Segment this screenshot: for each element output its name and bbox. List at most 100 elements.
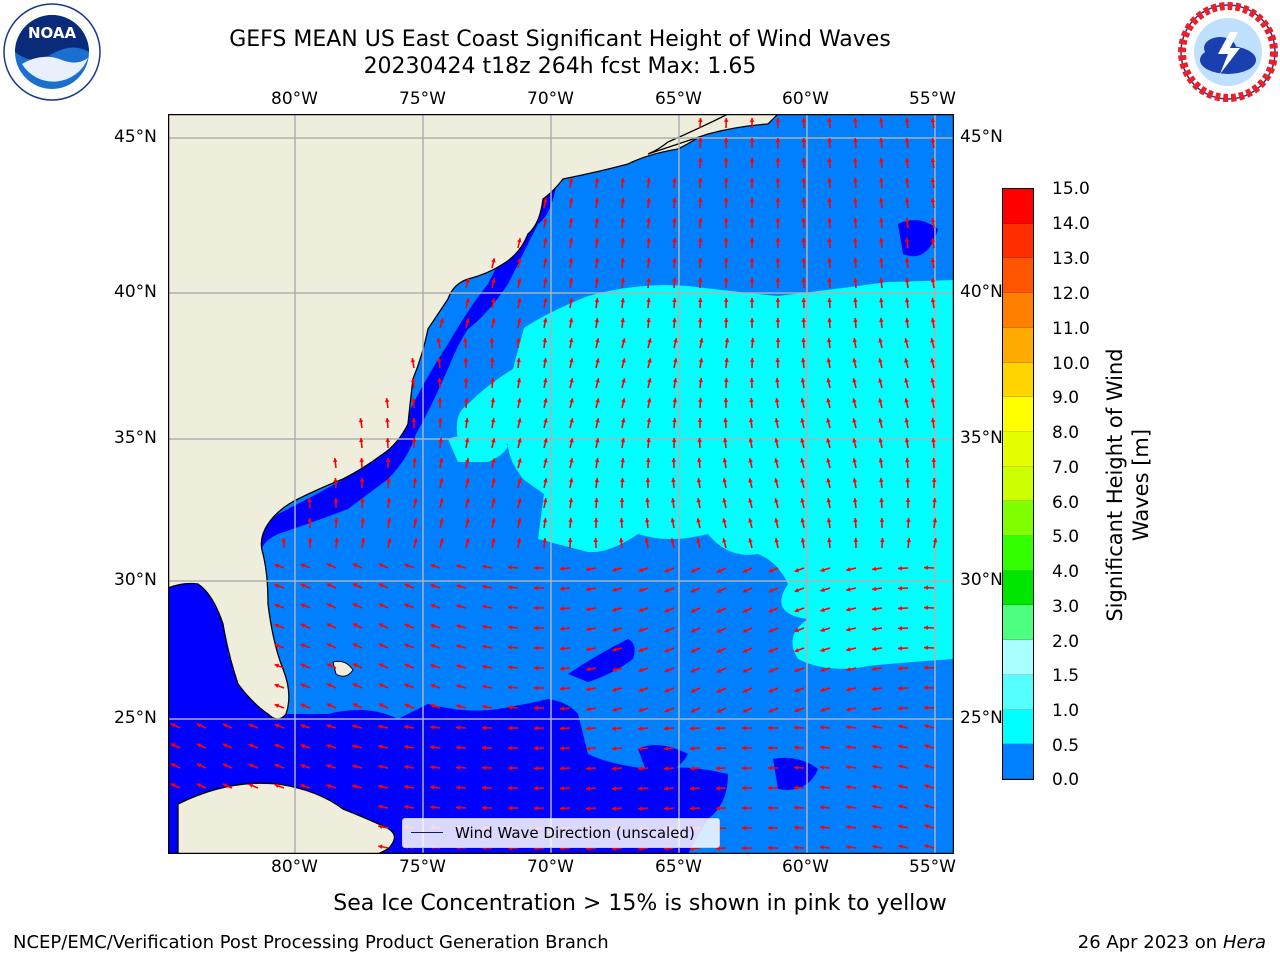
wave-arrow-head <box>930 278 936 283</box>
wave-arrow-head <box>697 178 703 182</box>
wave-arrow-head <box>274 723 280 728</box>
wave-arrow-head <box>673 338 678 343</box>
wave-arrow-head <box>384 398 390 403</box>
wave-arrow-head <box>774 478 779 483</box>
wave-arrow-head <box>820 725 825 730</box>
wave-field-low <box>168 576 728 854</box>
wave-arrow-head <box>568 478 574 483</box>
wave-arrow-head <box>742 725 746 731</box>
wave-arrow-head <box>595 438 600 443</box>
wave-arrow-head <box>482 624 487 630</box>
wave-arrow-head <box>690 648 696 653</box>
wave-arrow-head <box>898 585 902 591</box>
wave-arrow-head <box>594 238 600 243</box>
lon-label-top: 55°W <box>909 89 956 109</box>
wave-arrow-head <box>248 763 254 768</box>
wave-arrow-head <box>872 586 877 592</box>
lon-label-top: 65°W <box>655 89 702 109</box>
wave-arrow-head <box>827 158 832 163</box>
wave-arrow-head <box>904 138 910 143</box>
wave-arrow-head <box>801 238 807 242</box>
wave-arrow-head <box>430 643 435 649</box>
wave-arrow-head <box>568 238 574 243</box>
wave-arrow-head <box>595 418 600 423</box>
wave-arrow-head <box>387 538 392 543</box>
wave-arrow-head <box>774 538 779 543</box>
wave-arrow-head <box>645 458 651 462</box>
wave-arrow-head <box>490 418 496 423</box>
wave-arrow-head <box>378 663 384 668</box>
wave-arrow-head <box>378 844 383 850</box>
wave-arrow-head <box>800 518 806 523</box>
wave-arrow-head <box>898 645 902 651</box>
wave-arrow-head <box>456 725 461 730</box>
wave-arrow-head <box>742 648 748 653</box>
map-title: GEFS MEAN US East Coast Significant Heig… <box>229 27 891 52</box>
wave-arrow-head <box>801 338 806 343</box>
wave-arrow-head <box>924 705 928 711</box>
wave-arrow-head <box>568 198 574 203</box>
wave-arrow-head <box>846 804 851 810</box>
wave-arrow-head <box>696 478 702 483</box>
wave-arrow-head <box>542 238 548 243</box>
wave-arrow-head <box>853 138 858 143</box>
wave-arrow-head <box>820 745 825 750</box>
wave-arrow-head <box>879 258 884 263</box>
wave-arrow-head <box>716 745 720 751</box>
wave-arrow-head <box>413 538 418 543</box>
wave-arrow-head <box>723 318 729 322</box>
wave-arrow-head <box>568 298 574 303</box>
wave-arrow-head <box>359 458 365 462</box>
wave-arrow-head <box>852 478 858 483</box>
wave-arrow-head <box>800 398 806 403</box>
wave-arrow-head <box>749 278 755 282</box>
wave-arrow-head <box>595 338 600 343</box>
wave-arrow-head <box>931 438 936 443</box>
wave-arrow-head <box>794 648 800 653</box>
wave-arrow-head <box>723 278 729 282</box>
wave-arrow-head <box>742 608 748 613</box>
wave-arrow-head <box>768 608 774 613</box>
wave-arrow-head <box>569 418 574 423</box>
wave-arrow-head <box>465 298 470 303</box>
wave-arrow-head <box>794 845 798 850</box>
wave-arrow-head <box>846 687 851 692</box>
wave-arrow-head <box>872 646 877 652</box>
wave-arrow-head <box>852 498 858 503</box>
wave-arrow-head <box>723 258 729 262</box>
wave-arrow-head <box>742 688 748 693</box>
wave-arrow-head <box>775 338 781 342</box>
wave-arrow-head <box>517 438 522 443</box>
wave-arrow-head <box>826 398 831 403</box>
wave-arrow-head <box>852 338 858 343</box>
wave-arrow-head <box>326 603 332 608</box>
wave-arrow-head <box>853 518 858 523</box>
wave-arrow-head <box>560 706 565 711</box>
wave-arrow-head <box>430 563 435 569</box>
wave-arrow-head <box>924 605 928 611</box>
wave-arrow-head <box>646 258 651 263</box>
wave-arrow-head <box>333 478 338 483</box>
wave-arrow-head <box>820 587 825 593</box>
wave-arrow-head <box>645 478 651 482</box>
wave-arrow-head <box>482 785 486 791</box>
wave-arrow-head <box>490 378 495 383</box>
wave-arrow-head <box>872 744 877 750</box>
wave-arrow-head <box>352 623 358 628</box>
wave-arrow-head <box>690 708 696 713</box>
wave-arrow-head <box>664 648 670 653</box>
wave-arrow-head <box>826 418 831 423</box>
wave-arrow-head <box>878 398 883 403</box>
wave-arrow-head <box>930 418 936 423</box>
wave-arrow-head <box>560 646 565 651</box>
wave-arrow-head <box>594 198 600 203</box>
wave-arrow-head <box>924 665 928 671</box>
wave-arrow-head <box>898 605 902 611</box>
wave-arrow-head <box>464 398 469 403</box>
wave-arrow-head <box>722 438 728 443</box>
colorbar-tick: 15.0 <box>1052 179 1090 199</box>
wave-arrow-head <box>534 565 538 571</box>
wave-arrow-head <box>827 298 832 303</box>
wave-arrow-head <box>404 563 410 568</box>
wave-arrow-head <box>516 338 521 342</box>
